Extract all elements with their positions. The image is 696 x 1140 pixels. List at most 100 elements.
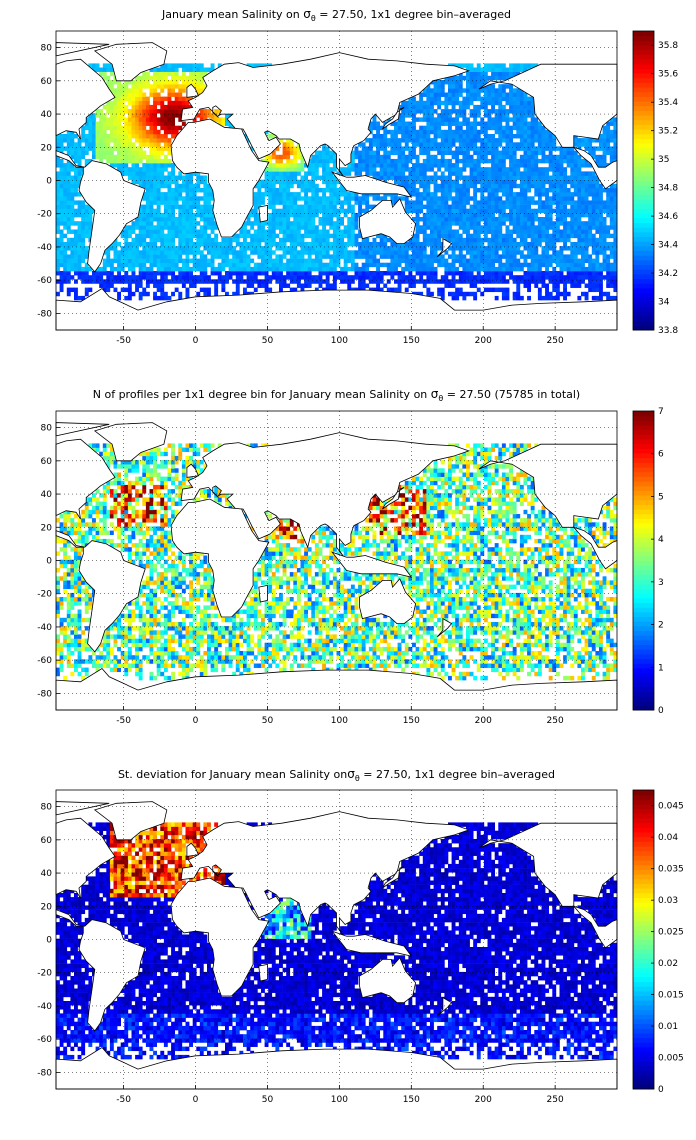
heatmap-cell	[422, 279, 427, 284]
heatmap-cell	[588, 229, 593, 234]
heatmap-cell	[113, 275, 118, 280]
heatmap-cell	[545, 200, 549, 205]
heatmap-cell	[512, 200, 517, 205]
heatmap-cell	[455, 88, 460, 93]
heatmap-cell	[120, 100, 125, 106]
heatmap-cell	[66, 192, 71, 197]
heatmap-cell	[102, 150, 107, 156]
heatmap-cell	[250, 271, 255, 276]
heatmap-cell	[217, 246, 222, 251]
heatmap-cell	[192, 63, 197, 68]
heatmap-cell	[203, 266, 208, 272]
heatmap-cell	[383, 171, 388, 176]
heatmap-cell	[171, 92, 175, 97]
heatmap-cell	[372, 204, 377, 210]
heatmap-cell	[257, 283, 262, 288]
heatmap-cell	[203, 279, 208, 284]
heatmap-cell	[235, 291, 240, 297]
heatmap-cell	[491, 158, 495, 164]
heatmap-cell	[178, 250, 183, 255]
heatmap-cell	[66, 242, 71, 247]
heatmap-cell	[372, 167, 377, 172]
heatmap-cell	[455, 237, 460, 243]
heatmap-cell	[527, 233, 531, 239]
heatmap-cell	[171, 258, 175, 264]
heatmap-cell	[145, 80, 150, 85]
heatmap-cell	[149, 233, 154, 239]
heatmap-cell	[466, 246, 470, 251]
heatmap-cell	[275, 175, 280, 180]
heatmap-cell	[120, 84, 125, 89]
heatmap-cell	[192, 80, 197, 85]
heatmap-cell	[383, 283, 388, 288]
heatmap-cell	[537, 179, 542, 185]
heatmap-cell	[135, 117, 139, 122]
heatmap-cell	[516, 233, 521, 239]
heatmap-cell	[142, 92, 147, 97]
heatmap-cell	[59, 200, 64, 205]
heatmap-cell	[480, 154, 485, 160]
heatmap-cell	[458, 200, 463, 205]
heatmap-cell	[268, 167, 273, 172]
heatmap-cell	[483, 229, 488, 234]
heatmap-cell	[261, 63, 265, 68]
heatmap-cell	[185, 237, 190, 243]
heatmap-cell	[207, 291, 211, 297]
heatmap-cell	[131, 88, 136, 93]
heatmap-cell	[512, 146, 517, 151]
heatmap-cell	[163, 266, 168, 272]
heatmap-cell	[74, 200, 78, 205]
heatmap-cell	[185, 175, 190, 180]
heatmap-cell	[325, 208, 330, 214]
heatmap-cell	[135, 138, 139, 143]
heatmap-cell	[433, 246, 438, 251]
heatmap-cell	[314, 287, 319, 293]
heatmap-cell	[167, 254, 172, 259]
heatmap-cell	[462, 158, 467, 164]
heatmap-cell	[77, 237, 82, 243]
heatmap-cell	[527, 262, 531, 268]
heatmap-cell	[160, 262, 165, 268]
heatmap-cell	[430, 158, 434, 164]
heatmap-cell	[178, 237, 183, 243]
heatmap-cell	[74, 134, 78, 139]
heatmap-cell	[282, 262, 287, 268]
heatmap-cell	[415, 204, 420, 210]
heatmap-cell	[203, 254, 208, 259]
heatmap-cell	[491, 109, 495, 114]
heatmap-cell	[483, 92, 488, 97]
heatmap-cell	[523, 104, 528, 110]
heatmap-cell	[498, 175, 503, 180]
heatmap-cell	[512, 250, 517, 255]
heatmap-cell	[372, 138, 377, 143]
heatmap-cell	[397, 138, 402, 143]
heatmap-cell	[509, 134, 513, 139]
heatmap-cell	[189, 71, 193, 77]
heatmap-cell	[433, 96, 438, 102]
heatmap-cell	[476, 167, 481, 172]
heatmap-cell	[534, 150, 539, 156]
heatmap-cell	[163, 246, 168, 251]
heatmap-cell	[279, 266, 283, 272]
heatmap-cell	[469, 266, 474, 272]
heatmap-cell	[145, 117, 150, 122]
heatmap-cell	[516, 125, 521, 131]
heatmap-cell	[455, 163, 460, 168]
heatmap-cell	[275, 208, 280, 214]
heatmap-cell	[286, 246, 291, 251]
heatmap-cell	[153, 154, 157, 160]
heatmap-cell	[77, 295, 82, 301]
heatmap-cell	[426, 150, 431, 156]
heatmap-cell	[433, 80, 438, 85]
heatmap-cell	[189, 279, 193, 284]
heatmap-cell	[458, 129, 463, 135]
heatmap-cell	[250, 279, 255, 284]
heatmap-cell	[264, 283, 269, 288]
heatmap-cell	[394, 138, 398, 143]
heatmap-cell	[516, 208, 521, 214]
heatmap-cell	[523, 171, 528, 176]
heatmap-cell	[307, 204, 312, 210]
heatmap-cell	[171, 242, 175, 247]
heatmap-cell	[483, 158, 488, 164]
heatmap-cell	[512, 254, 517, 259]
